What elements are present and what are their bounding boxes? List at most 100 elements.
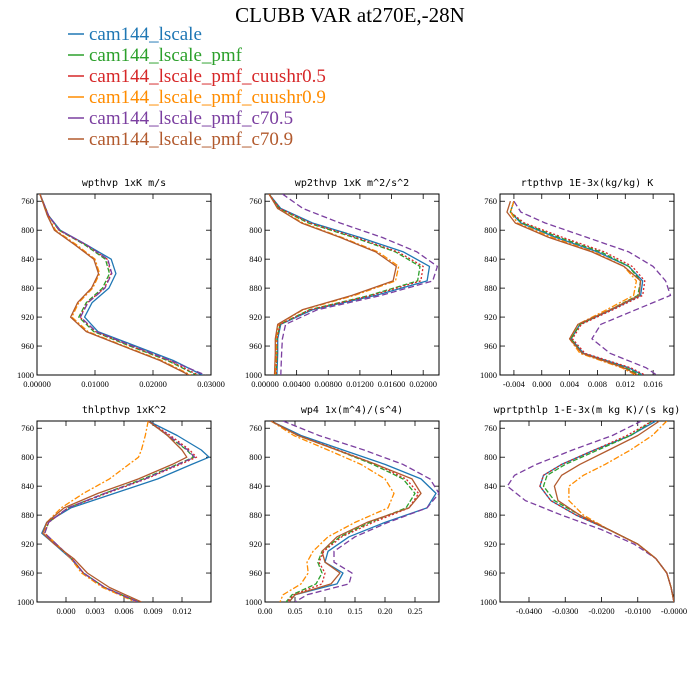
panel-title: wprtpthlp 1-E-3x(m kg K)/(s kg): [494, 405, 681, 416]
panel-1: wpthvp 1xK m/s 0.00000 0.01000 0.02000 0.030…: [17, 178, 225, 389]
x-tick-label: 0.00000: [251, 379, 279, 389]
series-line-cam144_lscale_pmf_cuushr0.5: [268, 194, 424, 375]
panels: wpthvp 1xK m/s 0.00000 0.01000 0.02000 0.030…: [17, 178, 687, 616]
panel-frame: [36, 193, 212, 376]
series-line-cam144_lscale_pmf_cuushr0.9: [568, 421, 674, 602]
x-tick-label: 0.25: [408, 606, 423, 616]
legend-label: cam144_lscale_pmf: [89, 45, 243, 66]
panel-5: wp4 1x(m^4)/(s^4) 0.00 0.05 0.10 0.15 0.20 0.2…: [245, 405, 440, 616]
series-line-cam144_lscale_pmf_c70.9: [270, 421, 422, 602]
figure-title: CLUBB VAR at270E,-28N: [235, 3, 465, 27]
series-line-cam144_lscale: [39, 194, 203, 375]
y-tick-label: 840: [484, 481, 497, 491]
series-line-cam144_lscale_pmf_cuushr0.5: [539, 421, 674, 602]
panel-4: thlpthvp 1xK^2 0.000 0.003 0.006 0.009 0.012 7…: [17, 405, 212, 616]
panel-frame: [499, 193, 675, 376]
series-line-cam144_lscale_pmf: [270, 421, 416, 602]
legend-label: cam144_lscale: [89, 24, 202, 45]
x-tick-label: -0.004: [503, 379, 526, 389]
y-tick-label: 920: [484, 539, 497, 549]
y-tick-label: 800: [249, 225, 262, 235]
panel-frame: [264, 193, 440, 376]
series-line-cam144_lscale_pmf_cuushr0.5: [509, 201, 646, 375]
x-tick-label: 0.05: [288, 606, 303, 616]
series-line-cam144_lscale_pmf_cuushr0.9: [39, 194, 191, 375]
x-tick-label: 0.02000: [139, 379, 167, 389]
series-line-cam144_lscale_pmf_c70.9: [553, 421, 674, 602]
y-tick-label: 800: [249, 452, 262, 462]
x-tick-label: 0.15: [348, 606, 363, 616]
x-tick-label: -0.0100: [625, 606, 651, 616]
y-tick-label: 840: [484, 254, 497, 264]
series-line-cam144_lscale_pmf_c70.9: [268, 194, 397, 375]
panel-title: rtpthvp 1E-3x(kg/kg) K: [521, 178, 653, 189]
series-group: [268, 194, 439, 375]
panel-2: wp2thvp 1xK m^2/s^2 0.00000 0.00400 0.00800…: [245, 178, 440, 389]
series-line-cam144_lscale_pmf_cuushr0.9: [44, 421, 149, 602]
y-tick-label: 880: [21, 283, 34, 293]
x-tick-label: 0.004: [560, 379, 580, 389]
series-line-cam144_lscale: [268, 194, 431, 375]
y-tick-label: 960: [249, 568, 262, 578]
series-line-cam144_lscale_pmf_c70.9: [506, 201, 642, 375]
y-tick-label: 1000: [480, 370, 497, 380]
x-tick-label: -0.0300: [552, 606, 578, 616]
y-tick-label: 920: [249, 312, 262, 322]
x-tick-label: 0.016: [644, 379, 663, 389]
series-line-cam144_lscale_pmf_c70.5: [44, 421, 196, 602]
panel-title: wp4 1x(m^4)/(s^4): [301, 405, 403, 416]
x-tick-label: 0.003: [85, 606, 104, 616]
series-line-cam144_lscale_pmf_cuushr0.5: [39, 194, 199, 375]
x-tick-label: -0.0200: [588, 606, 614, 616]
series-line-cam144_lscale_pmf: [268, 194, 421, 375]
y-tick-label: 1000: [245, 370, 262, 380]
y-tick-label: 920: [249, 539, 262, 549]
series-line-cam144_lscale_pmf_c70.5: [513, 200, 672, 375]
y-tick-label: 760: [484, 423, 497, 433]
y-tick-label: 760: [484, 196, 497, 206]
y-tick-label: 800: [484, 225, 497, 235]
panel-title: wp2thvp 1xK m^2/s^2: [295, 178, 409, 189]
legend-label: cam144_lscale_pmf_c70.5: [89, 108, 293, 129]
x-tick-label: 0.000: [56, 606, 75, 616]
series-group: [506, 421, 674, 602]
y-tick-label: 840: [249, 481, 262, 491]
y-tick-label: 960: [21, 568, 34, 578]
x-tick-label: 0.008: [588, 379, 607, 389]
series-line-cam144_lscale_pmf_cuushr0.9: [270, 421, 395, 602]
y-tick-label: 800: [484, 452, 497, 462]
y-tick-label: 960: [484, 341, 497, 351]
y-tick-label: 760: [21, 423, 34, 433]
y-tick-label: 800: [21, 225, 34, 235]
y-tick-label: 960: [21, 341, 34, 351]
series-line-cam144_lscale_pmf_c70.9: [42, 421, 188, 602]
panel-frame: [264, 420, 440, 603]
series-line-cam144_lscale: [270, 421, 437, 602]
panel-6: wprtpthlp 1-E-3x(m kg K)/(s kg) -0.0400 -0…: [480, 405, 687, 616]
x-tick-label: 0.012: [616, 379, 635, 389]
series-line-cam144_lscale_pmf: [39, 194, 197, 375]
series-line-cam144_lscale_pmf_cuushr0.5: [44, 421, 198, 602]
y-tick-label: 1000: [480, 597, 497, 607]
series-group: [41, 421, 210, 602]
series-line-cam144_lscale_pmf_c70.5: [39, 194, 206, 375]
series-line-cam144_lscale_pmf: [542, 421, 674, 602]
x-tick-label: 0.20: [378, 606, 393, 616]
y-tick-label: 920: [21, 312, 34, 322]
panel-title: wpthvp 1xK m/s: [82, 178, 166, 189]
x-tick-label: 0.00800: [314, 379, 342, 389]
panel-title: thlpthvp 1xK^2: [82, 405, 166, 416]
y-tick-label: 880: [249, 283, 262, 293]
x-tick-label: 0.03000: [197, 379, 225, 389]
series-line-cam144_lscale_pmf_c70.9: [39, 194, 190, 375]
series-group: [39, 194, 206, 375]
x-tick-label: 0.009: [143, 606, 162, 616]
y-tick-label: 840: [21, 254, 34, 264]
series-line-cam144_lscale: [539, 421, 674, 602]
x-tick-label: 0.000: [532, 379, 551, 389]
y-tick-label: 1000: [245, 597, 262, 607]
series-line-cam144_lscale_pmf_c70.5: [506, 421, 674, 602]
x-tick-label: 0.01000: [81, 379, 109, 389]
